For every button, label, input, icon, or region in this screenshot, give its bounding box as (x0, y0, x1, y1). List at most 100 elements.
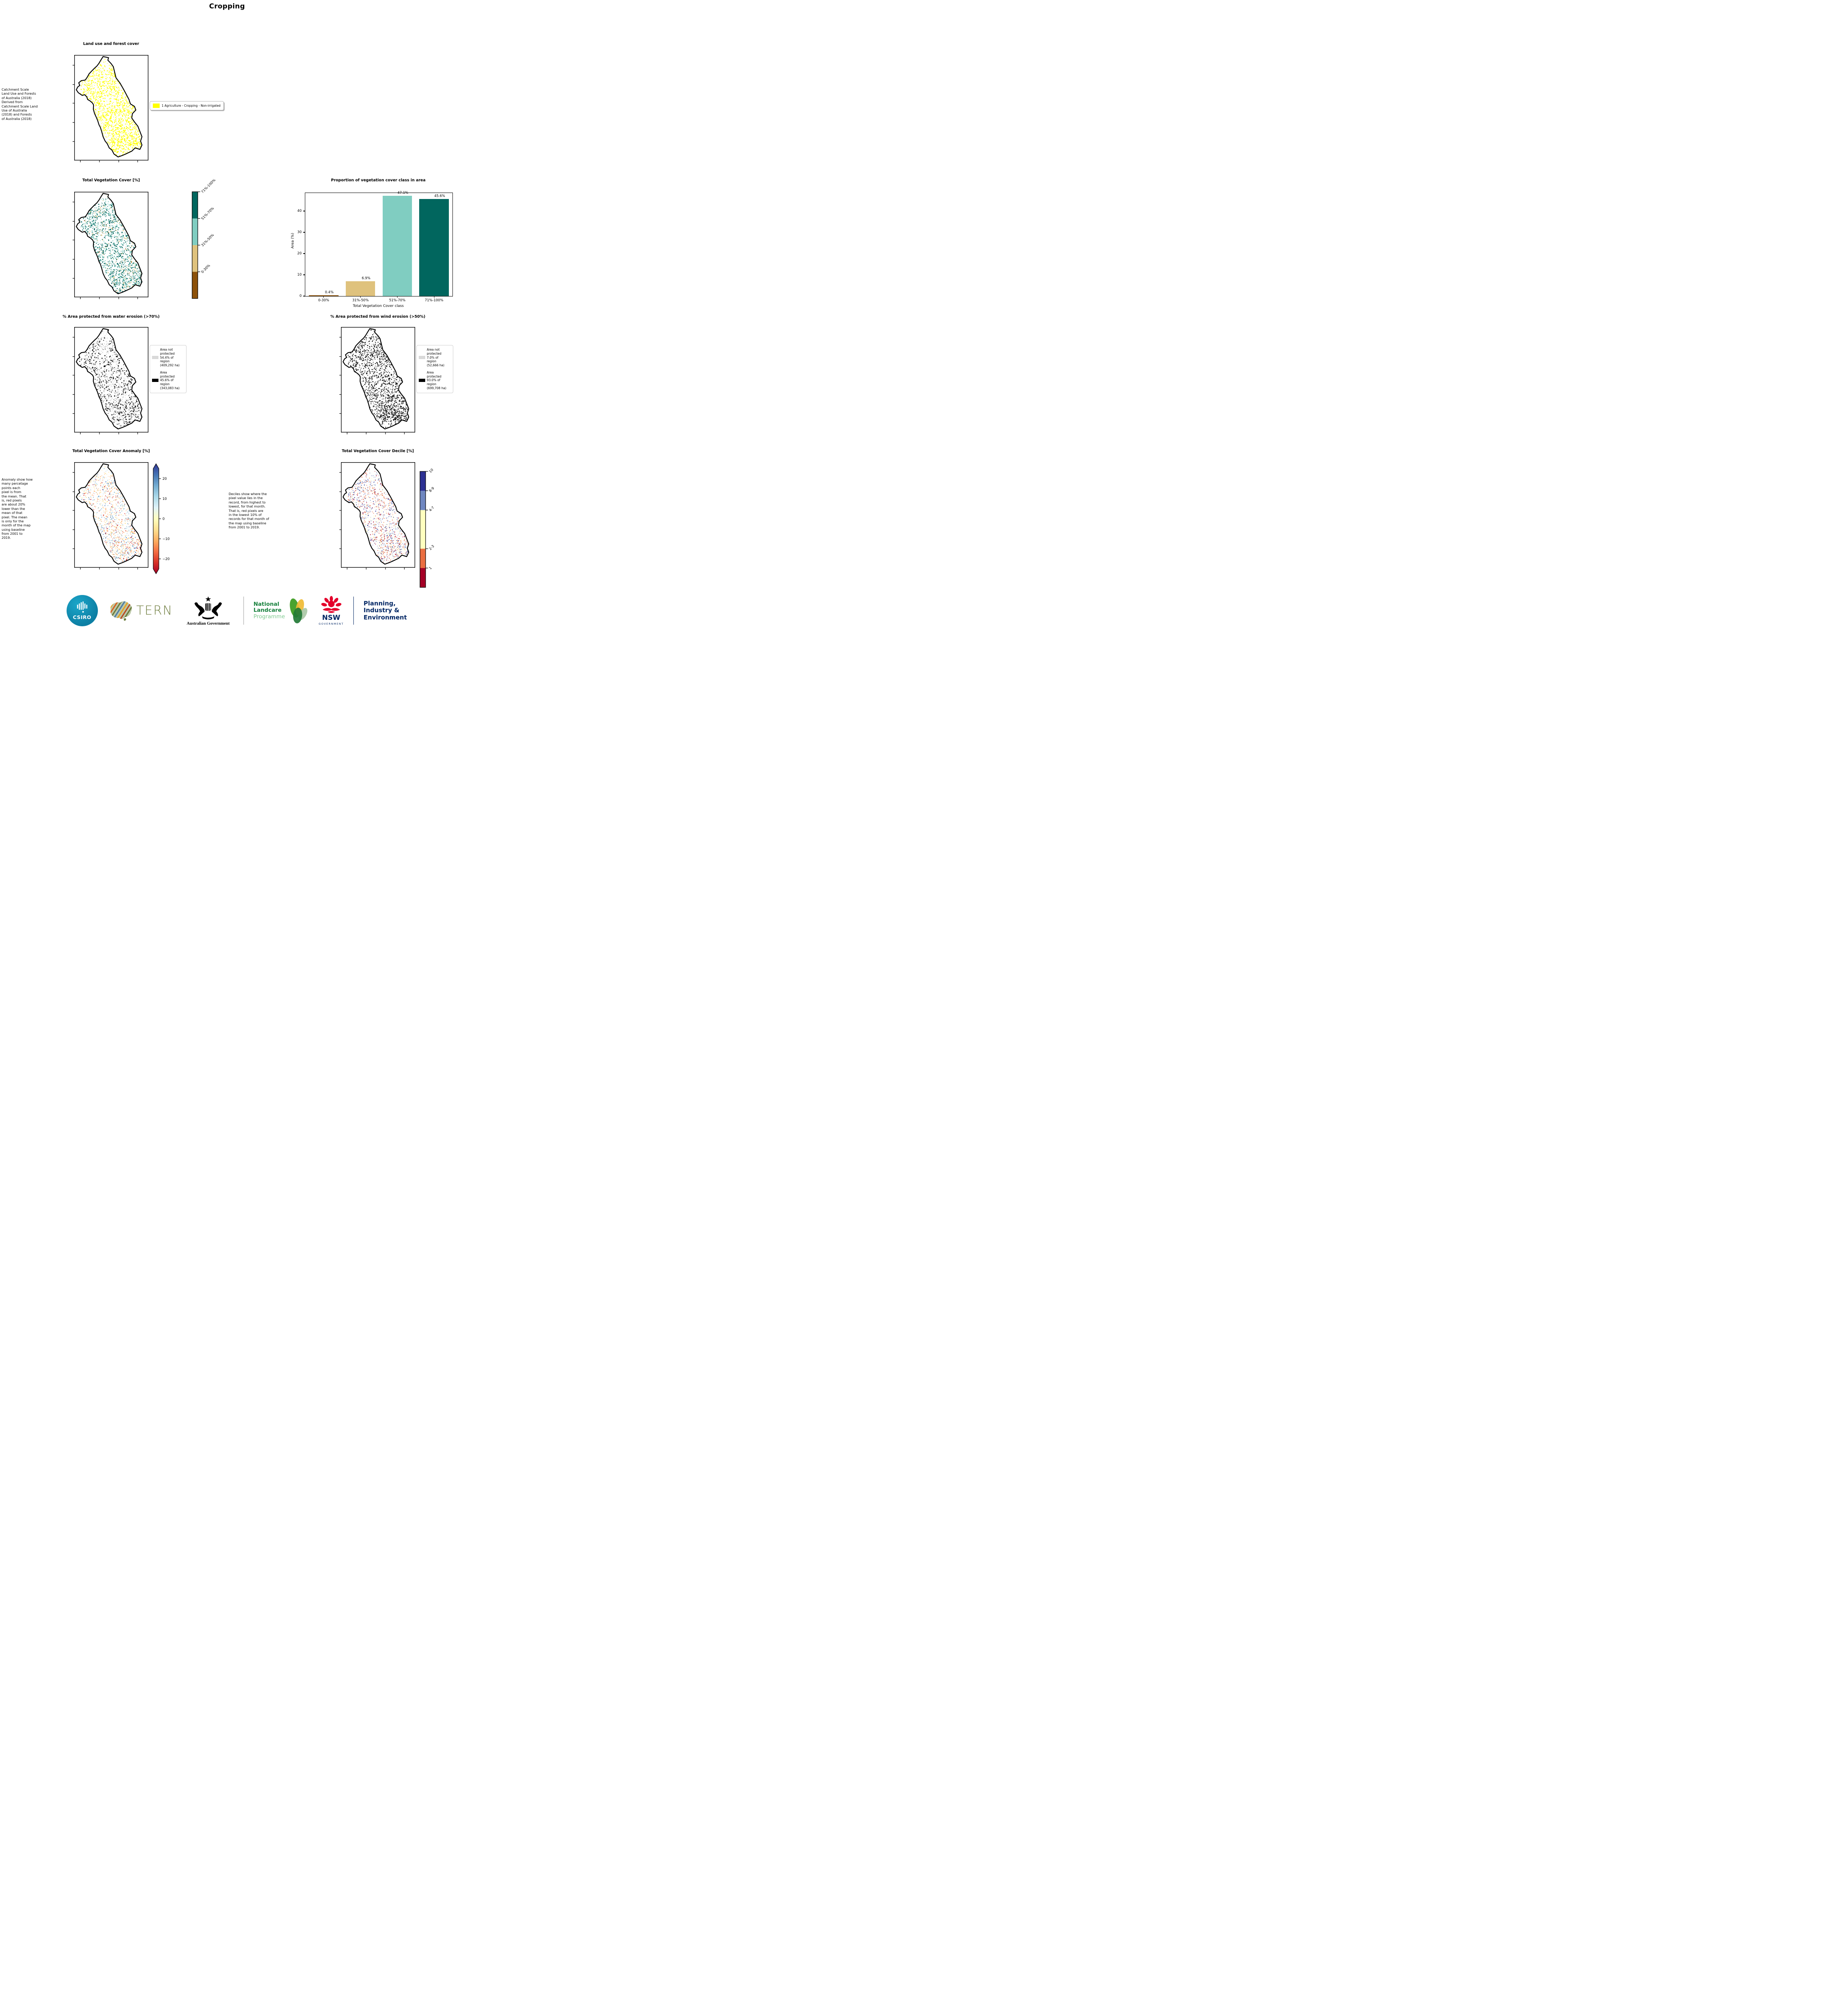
x-tick (323, 296, 324, 298)
tern-logo: TERN (108, 598, 173, 623)
tern-label: TERN (136, 603, 173, 618)
bar-71%-100% (419, 199, 449, 296)
planning-industry-environment-logo: Planning, Industry & Environment (363, 600, 407, 621)
anomaly-colorbar-svg: 20 10 0 −10 −20 (153, 463, 170, 575)
x-tick-label: 51%-70% (389, 298, 406, 303)
tern-australia-icon (110, 601, 132, 621)
csiro-label: CSIRO (73, 614, 91, 620)
colorbar-label: 4-7 (428, 506, 435, 513)
colorbar-label: 51%-70% (201, 207, 215, 221)
tvc-panel-title: Total Vegetation Cover [%] (82, 178, 140, 183)
anomaly-map (73, 462, 149, 570)
australian-government-label: Australian Government (187, 621, 230, 626)
wind-panel-title: % Area protected from wind erosion (>50%… (330, 315, 426, 319)
bar-value-label: 0.4% (325, 290, 334, 294)
decile-colorbar-svg: 10 8-9 4-7 2-3 1 (420, 468, 435, 588)
wind-erosion-legend: Area not protected 7.0% of region (52,66… (416, 345, 453, 393)
logo-divider (353, 597, 354, 625)
colorbar-label: 1 (428, 566, 433, 571)
area-protected-swatch (419, 379, 425, 382)
x-tick (397, 296, 398, 298)
colorbar-label: 0-30% (201, 264, 211, 274)
x-tick-label: 71%-100% (424, 298, 444, 303)
tvc-colorbar-svg: 71%-100% 51%-70% 31%-50% 0-30% (192, 178, 217, 299)
page-title: Cropping (209, 2, 245, 10)
landcare-line2: Landcare (253, 607, 282, 614)
anomaly-panel-title: Total Vegetation Cover Anomaly [%] (72, 449, 150, 453)
x-tick-label: 0-30% (318, 298, 329, 303)
colorbar-tick-label: 20 (162, 477, 167, 481)
area-not-protected-label: Area not protected 7.0% of region (52,66… (427, 348, 444, 367)
catchment-outline (343, 463, 409, 565)
landuse-legend-label: 1 Agriculture - Cropping - Non-irrigated (162, 104, 221, 108)
colorbar-tick-label: −20 (162, 557, 170, 561)
y-tick-label: 40 (297, 209, 302, 213)
nsw-government-label: GOVERNMENT (318, 622, 344, 625)
landuse-legend-swatch (153, 104, 160, 108)
csiro-waveform-icon (77, 601, 87, 613)
map-decile-svg (339, 462, 416, 570)
landuse-source-note: Catchment Scale Land Use and Forests of … (2, 88, 38, 121)
y-tick (303, 274, 305, 275)
decile-note: Deciles show where the pixel value lies … (229, 492, 269, 530)
logo-divider (243, 597, 244, 625)
catchment-outline (76, 56, 142, 158)
planning-line3: Environment (363, 613, 407, 621)
map-wind-svg (339, 327, 416, 434)
australian-government-logo: Australian Government (183, 596, 234, 626)
decile-map (339, 462, 416, 570)
colorbar-label: 8-9 (428, 486, 435, 493)
map-landuse-svg (73, 55, 149, 162)
bar-31%-50% (345, 281, 375, 296)
colorbar-tick-label: 10 (162, 497, 167, 501)
legend-item: Area not protected 7.0% of region (52,66… (419, 348, 451, 367)
coat-of-arms-icon (194, 596, 222, 619)
chart-title: Proportion of vegetation cover class in … (331, 178, 426, 183)
anomaly-colorbar: 20 10 0 −10 −20 (153, 463, 181, 582)
area-not-protected-swatch (152, 356, 158, 359)
y-tick-label: 20 (297, 251, 302, 256)
bar-51%-70% (382, 196, 412, 296)
landcare-line3: Programme (253, 613, 285, 620)
area-protected-swatch (152, 379, 158, 382)
csiro-circle: CSIRO (66, 595, 98, 626)
colorbar-label: 10 (428, 468, 434, 474)
map-water-svg (73, 327, 149, 434)
catchment-outline (343, 328, 409, 430)
landuse-map (73, 55, 149, 162)
catchment-outline (76, 328, 142, 430)
area-not-protected-label: Area not protected 54.4% of region (409,… (160, 348, 180, 367)
catchment-outline (76, 193, 142, 294)
legend-item: Area protected 45.6% of region (343,083 … (152, 371, 184, 390)
colorbar-tick-label: −10 (162, 537, 170, 541)
proportion-bar-chart: 0 10 20 30 40 0.4% 0-30% 6.9% 31%-50% 47.1% 51%-70… (297, 191, 453, 303)
bar-value-label: 47.1% (397, 191, 408, 195)
report-page: { "title": "Cropping", "panels": { "land… (0, 0, 462, 641)
nsw-label: NSW (322, 614, 341, 622)
nsw-government-logo: NSW GOVERNMENT (318, 596, 344, 625)
decile-colorbar: 10 8-9 4-7 2-3 1 (420, 468, 456, 591)
colorbar-tick-label: 0 (162, 517, 164, 521)
y-tick-label: 0 (299, 294, 302, 298)
wind-erosion-map (339, 327, 416, 434)
colorbar-label: 71%-100% (201, 178, 217, 194)
landuse-panel-title: Land use and forest cover (83, 42, 139, 46)
bar-0-30% (309, 295, 339, 296)
colorbar-label: 31%-50% (201, 233, 215, 248)
decile-panel-title: Total Vegetation Cover Decile [%] (342, 449, 414, 453)
area-protected-label: Area protected 93.0% of region (699,708 … (427, 370, 446, 390)
planning-line1: Planning, (363, 600, 396, 607)
legend-item: Area not protected 54.4% of region (409,… (152, 348, 184, 367)
chart-xlabel: Total Vegetation Cover class (353, 304, 404, 308)
tvc-map (73, 191, 149, 299)
landuse-legend: 1 Agriculture - Cropping - Non-irrigated (150, 101, 224, 110)
bar-value-label: 6.9% (361, 276, 371, 281)
x-tick (360, 296, 361, 298)
colorbar-label: 2-3 (428, 544, 435, 551)
y-tick (303, 253, 305, 254)
footer-logos: CSIRO TERN (38, 591, 435, 631)
anomaly-note: Anomaly show how many percetage points e… (2, 478, 33, 540)
water-erosion-legend: Area not protected 54.4% of region (409,… (150, 345, 187, 393)
catchment-outline (76, 463, 142, 565)
landcare-line1: National (253, 601, 280, 607)
